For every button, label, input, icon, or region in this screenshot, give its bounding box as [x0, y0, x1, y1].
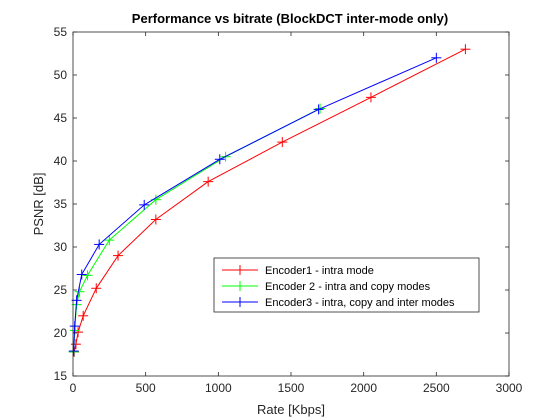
y-tick-label: 15 — [54, 369, 68, 383]
data-point — [460, 44, 471, 55]
data-point — [113, 250, 124, 261]
data-point — [431, 52, 442, 63]
series-layer — [68, 44, 471, 357]
data-point — [150, 214, 161, 225]
data-point — [70, 339, 81, 350]
data-point — [313, 104, 324, 115]
data-point — [139, 199, 150, 210]
x-tick-label: 1500 — [278, 381, 305, 395]
y-axis-label: PSNR [dB] — [31, 173, 46, 236]
series-3 — [68, 52, 442, 357]
legend-entries: Encoder1 - intra mode Encoder 2 - intra a… — [222, 265, 455, 309]
x-tick-label: 2500 — [423, 381, 450, 395]
x-tick-label: 0 — [70, 381, 77, 395]
x-ticks: 0 500 1000 1500 2000 2500 3000 — [70, 32, 523, 395]
data-point — [203, 176, 214, 187]
data-point — [94, 239, 105, 250]
data-point — [365, 92, 376, 103]
x-tick-label: 2000 — [350, 381, 377, 395]
y-tick-label: 25 — [54, 283, 68, 297]
data-point — [68, 346, 79, 357]
x-tick-label: 3000 — [496, 381, 523, 395]
legend-entry: Encoder1 - intra mode — [222, 265, 374, 277]
x-tick-label: 1000 — [205, 381, 232, 395]
data-point — [277, 137, 288, 148]
legend-entry: Encoder3 - intra, copy and inter modes — [222, 297, 455, 309]
data-point — [76, 269, 87, 280]
legend-label: Encoder3 - intra, copy and inter modes — [265, 297, 455, 309]
y-ticks: 15 20 25 30 35 40 45 50 55 — [54, 25, 509, 383]
y-tick-label: 35 — [54, 197, 68, 211]
data-point — [214, 154, 225, 165]
legend-label: Encoder1 - intra mode — [265, 265, 374, 277]
y-tick-label: 40 — [54, 154, 68, 168]
y-tick-label: 50 — [54, 68, 68, 82]
plot-area — [73, 32, 509, 376]
data-point — [74, 286, 85, 297]
chart-title: Performance vs bitrate (BlockDCT inter-m… — [132, 11, 448, 26]
y-tick-label: 30 — [54, 240, 68, 254]
y-tick-label: 45 — [54, 111, 68, 125]
legend: Encoder1 - intra mode Encoder 2 - intra a… — [213, 257, 480, 313]
data-point — [78, 310, 89, 321]
data-point — [82, 270, 93, 281]
x-tick-label: 500 — [136, 381, 156, 395]
legend-box — [213, 257, 480, 313]
y-tick-label: 55 — [54, 25, 68, 39]
data-point — [104, 235, 115, 246]
data-point — [91, 283, 102, 294]
legend-label: Encoder 2 - intra and copy modes — [265, 281, 431, 293]
y-tick-label: 20 — [54, 326, 68, 340]
legend-entry: Encoder 2 - intra and copy modes — [222, 281, 431, 293]
x-axis-label: Rate [Kbps] — [257, 402, 325, 417]
data-point — [69, 321, 80, 332]
